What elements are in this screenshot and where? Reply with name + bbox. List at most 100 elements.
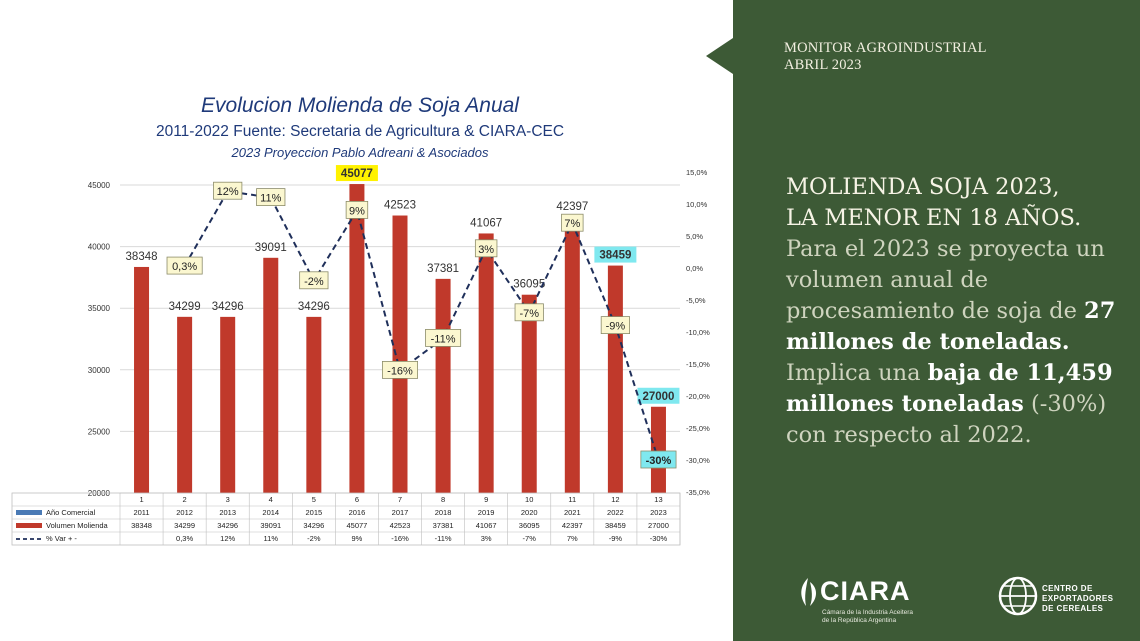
chart-area: Evolucion Molienda de Soja Anual 2011 -20… — [11, 94, 711, 546]
monitor-header: MONITOR AGROINDUSTRIAL ABRIL 2023 — [784, 40, 987, 74]
side-panel — [733, 0, 1140, 641]
legend-key — [16, 510, 42, 515]
table-year-cell: 2011 — [133, 508, 149, 517]
ciara-subtitle: Cámara de la Industria Aceitera de la Re… — [822, 609, 913, 625]
legend-label: % Var + - — [46, 534, 77, 543]
bar-value-label: 34299 — [169, 301, 201, 313]
x-category-label: 11 — [568, 495, 576, 504]
y2-tick-label: -10,0% — [686, 328, 710, 337]
pct-change-label: 12% — [217, 186, 239, 198]
x-category-label: 6 — [355, 495, 359, 504]
y2-tick-label: -30,0% — [686, 456, 710, 465]
cec-logo: CENTRO DE EXPORTADORES DE CEREALES — [998, 574, 1128, 624]
y2-tick-label: -25,0% — [686, 424, 710, 433]
pct-label-box — [299, 271, 329, 290]
table-year-cell: 2014 — [262, 508, 279, 517]
bar — [220, 316, 236, 493]
y-tick-label: 40000 — [88, 243, 111, 252]
table-volume-cell: 27000 — [648, 521, 669, 530]
y2-tick-label: 0,0% — [686, 264, 703, 273]
table-volume-cell: 34299 — [174, 521, 195, 530]
chart-subtitle-projection: 2023 Proyeccion Pablo Adreani & Asociado… — [231, 145, 489, 160]
table-year-cell: 2015 — [306, 508, 323, 517]
chart-title: Evolucion Molienda de Soja Anual — [201, 94, 519, 117]
bar — [349, 184, 365, 493]
table-volume-cell: 42523 — [390, 521, 411, 530]
body-text-1: Para el 2023 se proyecta un volumen anua… — [786, 236, 1105, 324]
table-pct-cell: 0,3% — [176, 534, 193, 543]
y-tick-label: 35000 — [88, 304, 111, 313]
table-year-cell: 2012 — [176, 508, 193, 517]
pct-label-box — [600, 316, 630, 335]
legend-label: Volumen Molienda — [46, 521, 109, 530]
y-tick-label: 30000 — [88, 366, 111, 375]
bar-value-label: 34296 — [298, 301, 330, 313]
monitor-date: ABRIL 2023 — [784, 57, 862, 73]
table-pct-cell: 9% — [352, 534, 363, 543]
pct-change-label: 3% — [478, 244, 494, 256]
globe-wheat-icon — [998, 576, 1038, 616]
headline: MOLIENDA SOJA 2023, LA MENOR EN 18 AÑOS. — [786, 172, 1081, 234]
table-volume-cell: 36095 — [519, 521, 540, 530]
table-pct-cell: -16% — [391, 534, 409, 543]
pct-label-box — [256, 188, 286, 207]
table-pct-cell: 3% — [481, 534, 492, 543]
table-year-cell: 2019 — [478, 508, 495, 517]
bar-value-label: 42523 — [384, 200, 416, 212]
headline-line-1: MOLIENDA SOJA 2023, — [786, 174, 1060, 200]
x-category-label: 12 — [611, 495, 619, 504]
x-category-label: 2 — [183, 495, 187, 504]
bar — [650, 406, 666, 493]
x-category-label: 9 — [484, 495, 488, 504]
y2-tick-label: -20,0% — [686, 392, 710, 401]
table-year-cell: 2017 — [392, 508, 409, 517]
bar-value-label: 38348 — [126, 251, 158, 263]
pct-label-box — [561, 213, 584, 232]
table-pct-cell: -7% — [523, 534, 537, 543]
body-text-3: (-30%) con respecto al 2022. — [786, 391, 1107, 448]
pct-label-box — [640, 450, 677, 469]
panel-notch — [706, 38, 733, 74]
table-pct-cell: -30% — [650, 534, 668, 543]
bar-label-highlight — [594, 246, 637, 263]
bar — [134, 266, 150, 493]
pct-label-box — [474, 239, 498, 258]
pct-label-box — [166, 256, 203, 275]
pct-change-label: 11% — [260, 193, 281, 205]
bar — [607, 265, 623, 493]
ciara-wordmark: CIARA — [820, 576, 911, 606]
bar-value-label: 36095 — [513, 279, 545, 291]
monitor-title: MONITOR AGROINDUSTRIAL — [784, 40, 987, 56]
y2-tick-label: 15,0% — [686, 168, 708, 177]
bar-value-label: 42397 — [556, 201, 588, 213]
bar-value-label: 27000 — [642, 391, 674, 403]
pct-change-label: 9% — [349, 205, 365, 217]
y2-tick-label: -5,0% — [686, 296, 706, 305]
x-category-label: 3 — [226, 495, 230, 504]
table-pct-cell: -9% — [609, 534, 623, 543]
pct-change-line — [183, 190, 660, 461]
bar-label-highlight — [637, 387, 680, 404]
pct-label-box — [345, 200, 369, 219]
table-volume-cell: 34296 — [303, 521, 324, 530]
cec-name: CENTRO DE EXPORTADORES DE CEREALES — [1042, 584, 1113, 614]
pct-change-label: -30% — [646, 455, 672, 467]
bar — [564, 217, 580, 493]
bar-label-highlight — [335, 165, 378, 182]
x-category-label: 5 — [312, 495, 316, 504]
table-year-cell: 2020 — [521, 508, 538, 517]
bar-value-label: 39091 — [255, 242, 287, 254]
body-text-2: Implica una — [786, 360, 928, 386]
table-volume-cell: 42397 — [562, 521, 583, 530]
bar-value-label: 38459 — [599, 250, 631, 262]
table-volume-cell: 38348 — [131, 521, 152, 530]
pct-change-label: -16% — [387, 365, 413, 377]
body-text: Para el 2023 se proyecta un volumen anua… — [786, 234, 1131, 451]
table-year-cell: 2021 — [564, 508, 581, 517]
cec-name-2: EXPORTADORES — [1042, 594, 1114, 603]
legend-label: Año Comercial — [46, 508, 96, 517]
pct-label-box — [381, 360, 418, 379]
cec-name-1: CENTRO DE — [1042, 584, 1093, 593]
y2-tick-label: 10,0% — [686, 200, 708, 209]
body-highlight-drop: baja de 11,459 millones toneladas — [786, 360, 1113, 417]
